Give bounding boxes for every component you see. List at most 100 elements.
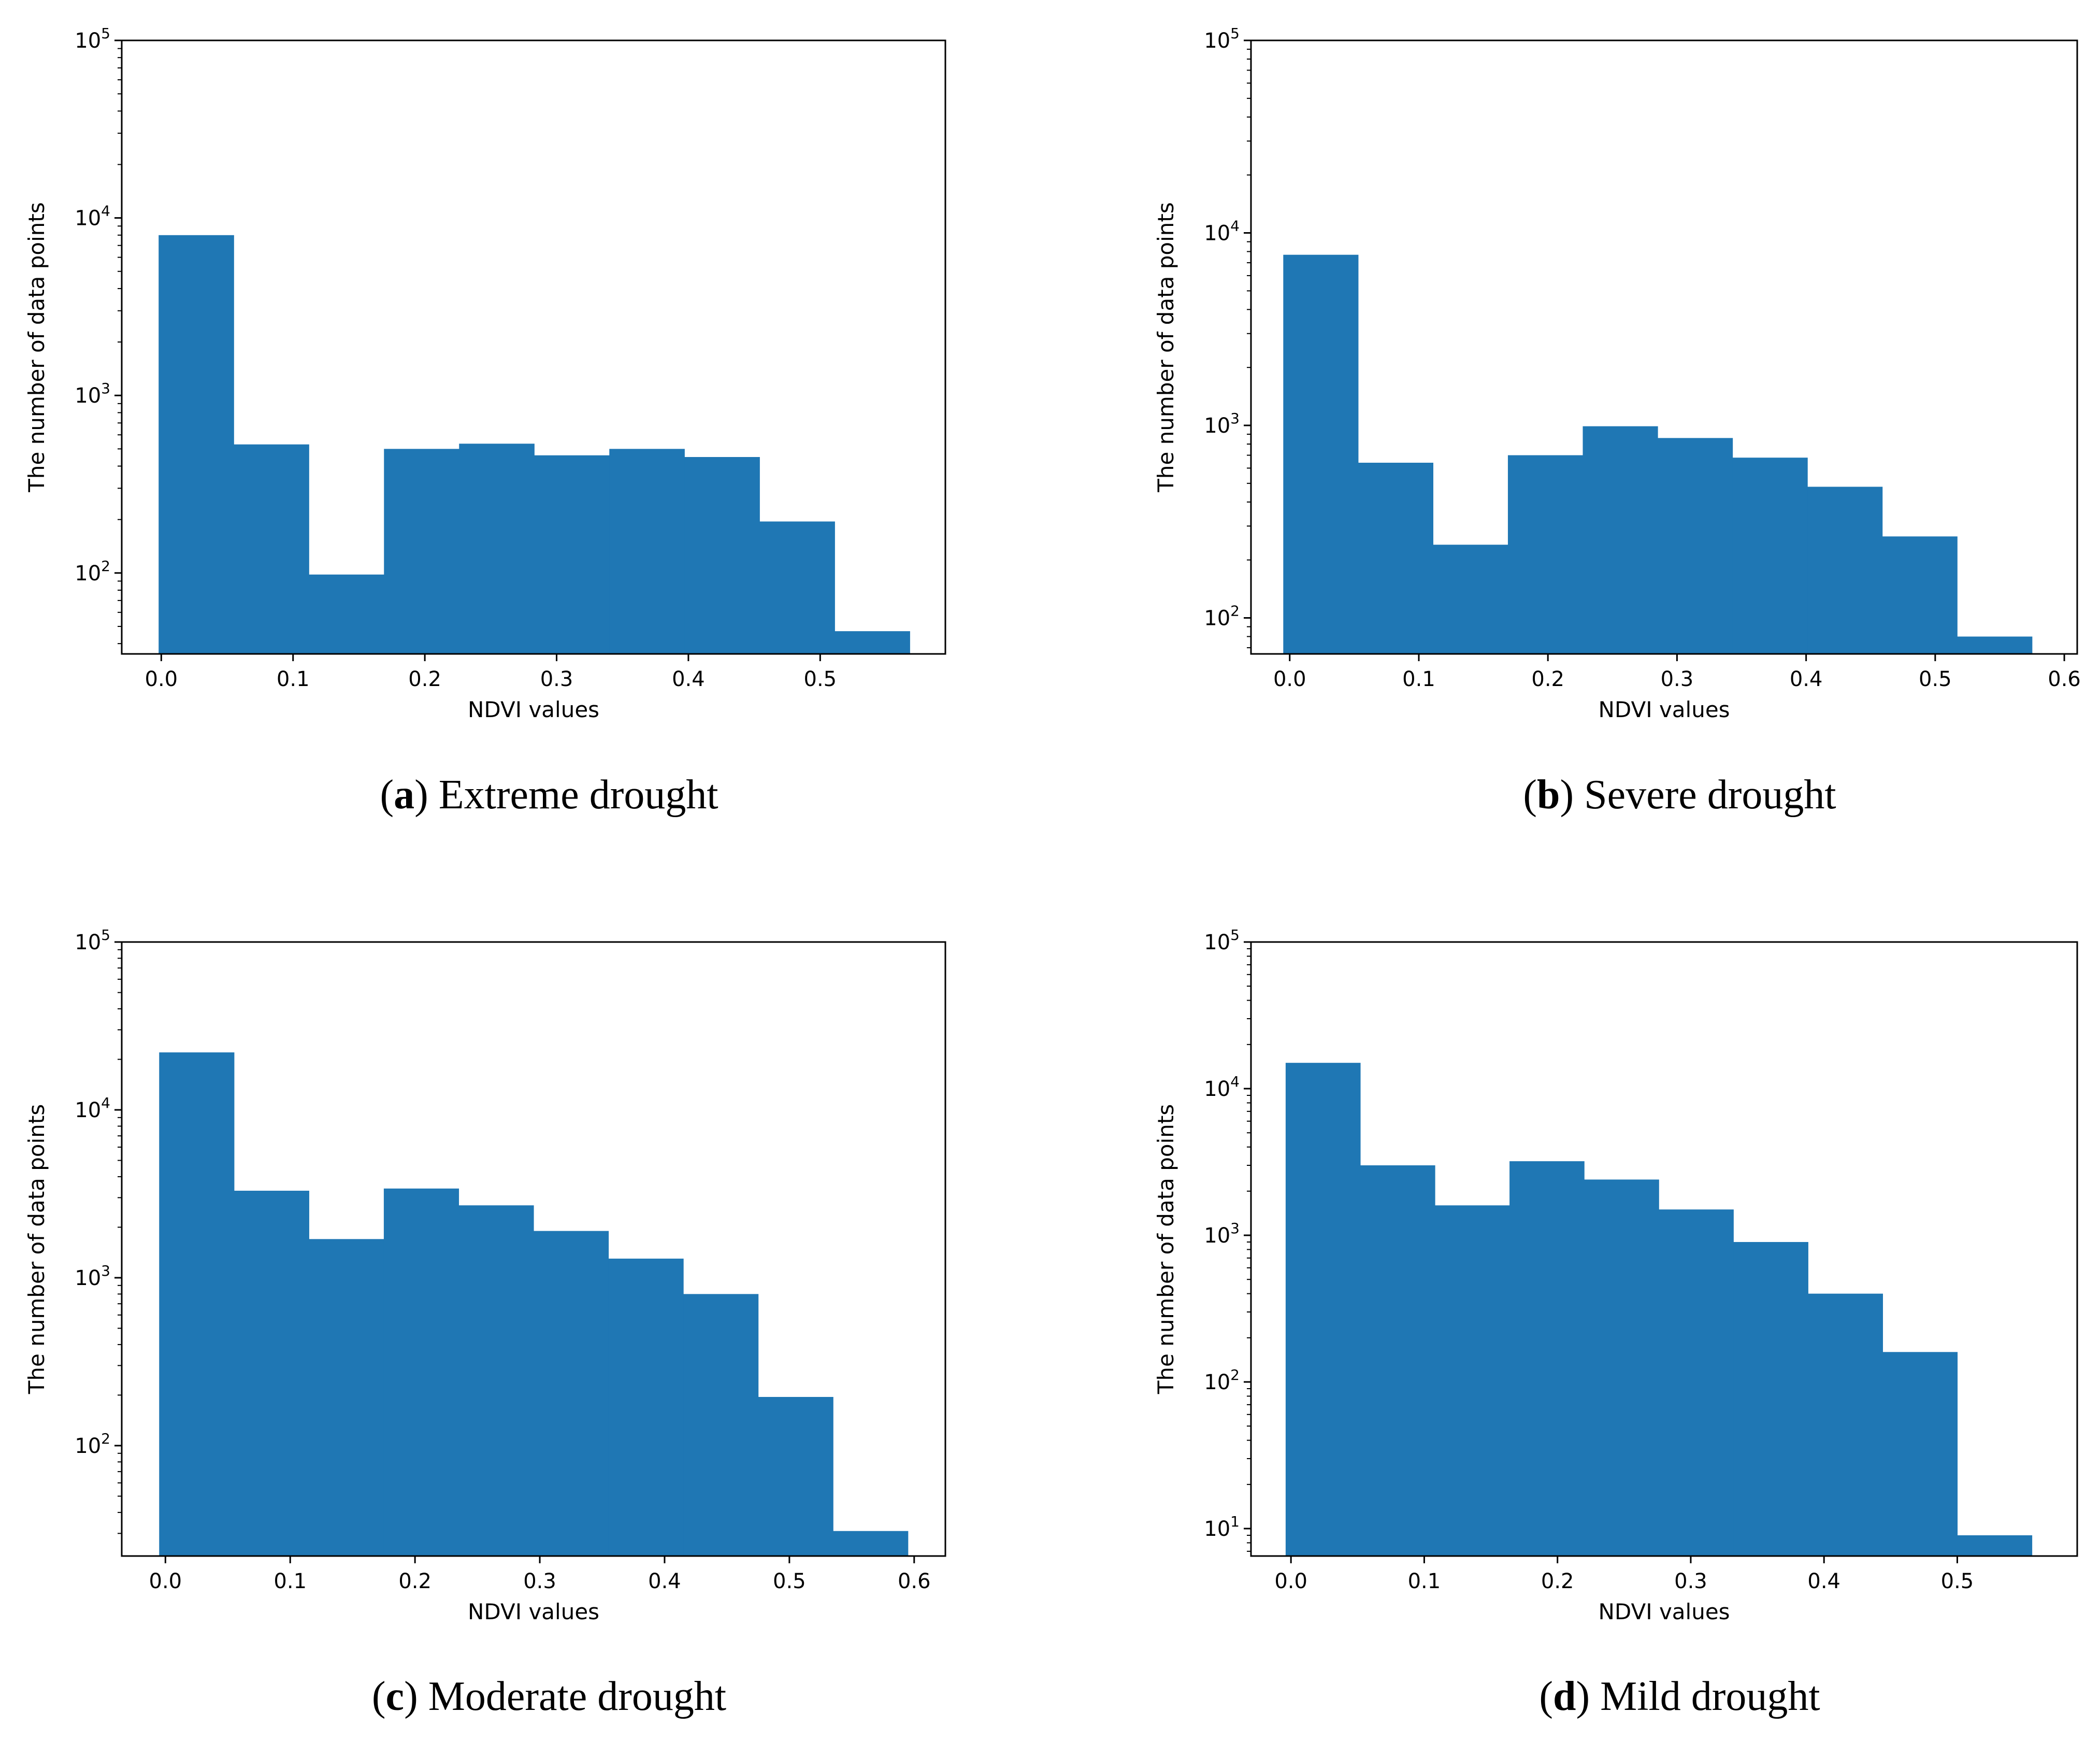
panel-letter: a (394, 772, 414, 818)
x-tick-label: 0.6 (898, 1569, 931, 1593)
panel-caption-text: Extreme drought (439, 772, 718, 818)
x-tick-label: 0.5 (1919, 667, 1952, 691)
histogram-bar (309, 574, 384, 654)
histogram-bar (758, 1396, 833, 1556)
y-tick-label: 104 (75, 203, 110, 231)
x-tick-label: 0.1 (274, 1569, 307, 1593)
plot-frame (121, 39, 946, 655)
y-tick-label: 104 (75, 1094, 110, 1122)
x-tick-label: 0.4 (1790, 667, 1823, 691)
panel-caption: (b) Severe drought (1523, 772, 1836, 818)
x-tick-label: 0.1 (277, 667, 310, 691)
y-axis-label: The number of data points (1153, 1104, 1178, 1395)
histogram-bar (608, 1259, 684, 1556)
x-tick-label: 0.1 (1402, 667, 1435, 691)
histogram-bar (684, 457, 760, 654)
histogram-bar (1808, 1293, 1883, 1556)
x-tick-label: 0.5 (804, 667, 837, 691)
x-tick-label: 0.5 (773, 1569, 806, 1593)
y-tick-label: 102 (75, 558, 110, 586)
x-tick-label: 0.3 (540, 667, 573, 691)
histogram-bar (234, 1190, 309, 1556)
histogram-bar (534, 455, 610, 654)
histogram-bar (1360, 1165, 1435, 1556)
x-tick-label: 0.2 (398, 1569, 431, 1593)
histogram-bar (1882, 536, 1958, 654)
histogram-bar (234, 444, 309, 654)
histogram-bar (534, 1231, 609, 1556)
x-tick-label: 0.3 (1661, 667, 1694, 691)
histogram-bar (835, 631, 910, 654)
histogram-bar (1433, 545, 1508, 654)
y-tick-label: 102 (1204, 1366, 1240, 1394)
histogram-bar (383, 1188, 459, 1556)
x-tick-label: 0.0 (149, 1569, 182, 1593)
x-tick-label: 0.4 (648, 1569, 681, 1593)
y-tick-label: 105 (75, 25, 110, 53)
x-tick-label: 0.3 (523, 1569, 556, 1593)
x-axis-label: NDVI values (1598, 1599, 1730, 1624)
panel-letter: c (386, 1674, 405, 1719)
histogram-bar (833, 1531, 909, 1556)
panel-caption: (c) Moderate drought (372, 1674, 726, 1719)
histogram-bar (1659, 1209, 1734, 1556)
x-axis-label: NDVI values (468, 1599, 599, 1624)
x-tick-label: 0.2 (408, 667, 441, 691)
histogram-bar (1283, 254, 1359, 654)
y-tick-label: 101 (1204, 1513, 1240, 1541)
x-tick-label: 0.3 (1674, 1569, 1707, 1593)
panel-letter: d (1553, 1674, 1576, 1719)
histogram-bar (159, 1052, 235, 1556)
chart-panel-d: 0.0 0.1 0.2 0.3 0.4 0.5 101 102 103 104 105 NDVI va… (1153, 926, 2078, 1719)
x-axis-label: NDVI values (468, 697, 599, 722)
plot-frame (1250, 39, 2078, 655)
y-tick-label: 105 (1204, 25, 1240, 53)
histogram-bar (458, 1205, 534, 1556)
histogram-bar (1732, 458, 1808, 654)
x-tick-label: 0.4 (1807, 1569, 1840, 1593)
x-tick-label: 0.2 (1531, 667, 1564, 691)
panel-caption-text: Severe drought (1584, 772, 1836, 818)
x-axis-label: NDVI values (1598, 697, 1730, 722)
x-tick-label: 0.6 (2048, 667, 2081, 691)
histogram-bar (683, 1294, 759, 1556)
y-axis-label: The number of data points (24, 1104, 49, 1395)
x-tick-label: 0.2 (1541, 1569, 1574, 1593)
panel-caption-text: Moderate drought (428, 1674, 726, 1719)
histogram-bar (1882, 1352, 1958, 1556)
panel-caption: (d) Mild drought (1539, 1674, 1820, 1719)
panel-caption-text: Mild drought (1600, 1674, 1820, 1719)
histogram-bar (159, 235, 234, 654)
histogram-bar (1733, 1241, 1808, 1556)
histogram-bar (1957, 1535, 2033, 1556)
x-tick-label: 0.4 (672, 667, 705, 691)
y-axis-label: The number of data points (24, 202, 49, 493)
y-tick-label: 102 (1204, 602, 1240, 630)
panel-letter: b (1537, 772, 1560, 818)
histogram-bar (1658, 438, 1733, 654)
histogram-bar (1583, 426, 1658, 654)
x-tick-label: 0.0 (145, 667, 178, 691)
y-tick-label: 104 (1204, 217, 1240, 245)
y-tick-label: 103 (75, 1262, 110, 1290)
histogram-bar (1285, 1063, 1361, 1556)
x-tick-label: 0.0 (1274, 1569, 1307, 1593)
chart-panel-c: 0.0 0.1 0.2 0.3 0.4 0.5 0.6 102 103 104 105 NDVI va… (24, 926, 946, 1719)
histogram-bar (759, 521, 835, 654)
histogram-bar (1507, 455, 1584, 654)
y-tick-label: 102 (75, 1430, 110, 1458)
x-tick-label: 0.5 (1941, 1569, 1974, 1593)
histogram-bar (1435, 1205, 1510, 1556)
y-tick-label: 103 (1204, 1220, 1240, 1248)
y-tick-label: 103 (1204, 410, 1240, 438)
histogram-bar (1509, 1161, 1585, 1556)
panel-caption: (a) Extreme drought (380, 772, 718, 818)
chart-panel-a: 0.0 0.1 0.2 0.3 0.4 0.5 102 103 104 105 NDVI value… (24, 25, 946, 818)
x-tick-label: 0.1 (1408, 1569, 1441, 1593)
chart-panel-b: 0.0 0.1 0.2 0.3 0.4 0.5 0.6 102 103 104 105 NDVI va… (1153, 25, 2081, 818)
histogram-bar (384, 449, 459, 654)
histogram-bar (1358, 463, 1433, 654)
histogram-bar (609, 449, 685, 654)
y-axis-label: The number of data points (1153, 202, 1178, 493)
